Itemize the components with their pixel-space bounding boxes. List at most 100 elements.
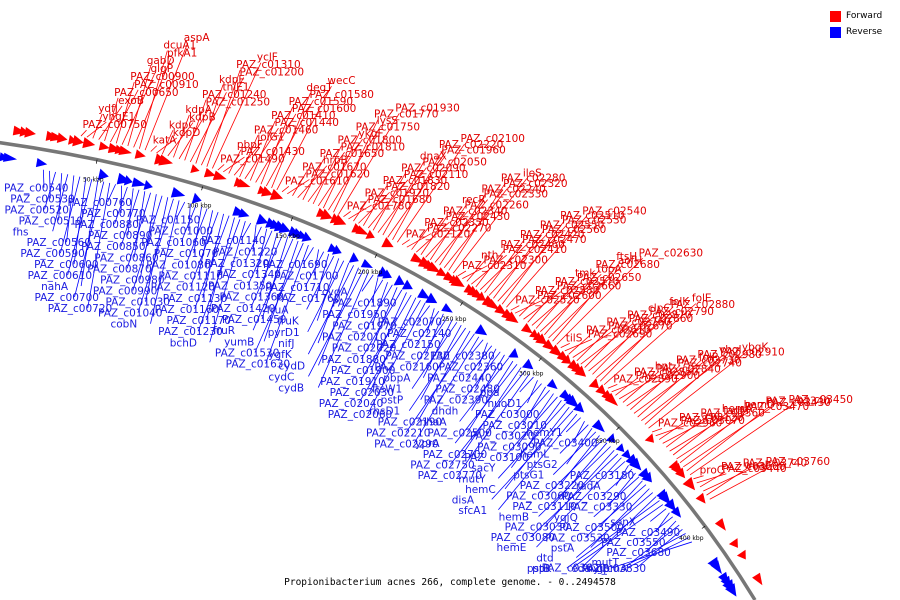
label-connector [503,396,558,458]
gene-label-forward: degT [306,82,333,94]
reverse-feature [401,279,413,290]
label-connector [703,469,749,492]
gene-label-reverse: PAZ_c01070 [154,248,218,260]
label-connector [621,533,686,569]
label-connector [92,113,103,139]
forward-feature [203,167,216,178]
gene-label-reverse: hemY1 [526,427,562,439]
label-connector [511,400,562,468]
label-connector [361,279,384,315]
label-connector [367,302,426,415]
gene-label-forward: PAZ_c02760 [606,317,670,329]
gene-label-forward: yhgE1 [102,111,135,123]
gene-label-forward: yclF [257,52,278,64]
gene-label-forward: PAZ_c02240 [481,183,545,195]
gene-label-reverse: PAZ_c00510 [19,215,83,227]
label-connector [74,181,105,298]
gene-label-reverse: cydA [322,286,349,298]
legend-reverse-swatch [830,26,841,38]
label-connector [265,245,309,364]
label-connector [527,286,560,323]
label-connector [185,208,208,265]
label-connector [87,182,111,309]
gene-label-reverse: PAZ_c02030 [330,387,394,399]
reverse-feature [191,192,202,204]
label-connector [211,62,262,169]
gene-label-reverse: PAZ_c00560 [27,237,91,249]
label-connector [86,121,107,138]
gene-label-forward: PAZ_c01250 [206,96,270,108]
gene-label-reverse: PAZ_c00610 [28,270,92,282]
gene-label-forward: PAZ_c02110 [404,169,468,181]
reverse-feature [441,303,453,313]
gene-label-forward: PAZ_c02880 [671,299,735,311]
gene-label-forward: PAZ_c02610 [586,324,650,336]
gene-label-forward: ykgF [359,128,384,140]
reverse-feature [474,324,488,336]
label-connector [641,357,725,422]
gene-label-forward: PAZ_c00900 [130,71,194,83]
label-connector [665,418,705,448]
gene-label-forward: wcaJ [744,459,768,471]
gene-label-forward: lysS [377,115,399,127]
label-connector [49,170,51,199]
label-connector [58,173,63,221]
reverse-feature [615,443,625,453]
reverse-feature [605,433,616,443]
label-connector [312,145,342,205]
label-connector [636,528,683,569]
gene-label-forward: PAZ_c01680 [368,194,432,206]
label-connector [217,164,225,171]
forward-feature [365,229,375,239]
forward-feature [475,291,486,301]
gene-label-forward: asd [702,410,721,422]
label-connector [630,365,681,411]
scale-tick-label: 150 kbp [275,233,300,240]
forward-feature [56,132,68,144]
gene-label-reverse: PAZ_c00980 [100,274,164,286]
label-connector [80,180,99,287]
gene-label-reverse: sfcA1 [458,505,487,517]
label-connector [466,260,486,282]
label-connector [252,224,257,252]
gene-label-reverse: PAZ_c01710 [265,282,329,294]
reverse-label-connectors [42,169,693,569]
gene-label-reverse: PAZ_c01130 [163,293,227,305]
gene-label-reverse: PAZ_c02770 [418,470,482,482]
label-connector [448,183,506,271]
reverse-feature [658,491,671,505]
label-connector [133,191,146,258]
gene-label-reverse: PAZ_c01880 [321,354,385,366]
label-connector [454,364,518,444]
gene-label-forward: PAZ_c01930 [395,102,459,114]
forward-feature [486,298,500,310]
gene-label-forward: PAZ_c01310 [236,59,300,71]
gene-label-reverse: PAZ_c01080 [146,259,210,271]
label-connector [175,201,186,220]
label-connector [637,359,702,418]
gene-label-forward: glgP [150,63,173,75]
gene-label-forward: PAZ_c02850 [634,367,698,379]
gene-label-forward: PAZ_c01590 [289,96,353,108]
scale-tick-mark [290,217,293,222]
gene-label-reverse: ptsG1 [513,470,544,482]
label-connector [223,156,245,173]
gene-label-reverse: radA [576,481,601,493]
label-connector [202,213,225,298]
forward-feature [549,344,563,358]
gene-label-reverse: PAZ_c03010 [483,420,547,432]
label-connector [392,149,444,241]
gene-label-reverse: PAZ_c02210 [366,428,430,440]
gene-label-reverse: nuoD1 [487,398,522,410]
label-connector [599,480,643,528]
gene-label-forward: PAZ_c02600 [537,290,601,302]
gene-label-reverse: PAZ_c00760 [68,197,132,209]
label-connector [552,442,608,507]
gene-label-reverse: PAZ_c00880 [75,219,139,231]
label-connector [518,295,540,317]
gene-label-reverse: PAZ_c00850 [81,241,145,253]
reverse-feature [521,358,534,370]
label-connector [535,278,580,329]
label-connector [679,409,748,464]
gene-label-forward: PAZ_c03450 [789,394,853,406]
